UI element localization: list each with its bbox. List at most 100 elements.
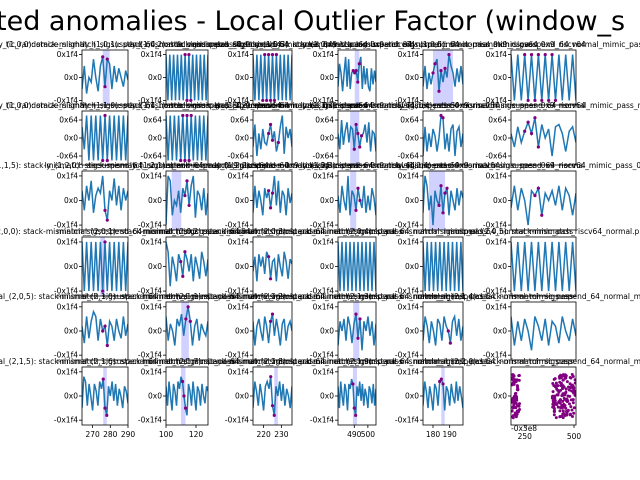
anomaly-point — [441, 211, 445, 215]
subplot-r5-c4: minimal_(2,1,9): stack-mismatch_sigsuspe… — [313, 357, 573, 439]
y-tick-label: 0x1f4 — [486, 50, 508, 59]
scatter-point — [565, 413, 569, 417]
subplot-title: minimal_(2,0,1): stack-mismatch_sigsuspe… — [57, 227, 317, 236]
anomaly-point — [101, 289, 105, 293]
anomaly-point — [529, 131, 534, 136]
scatter-point — [567, 388, 571, 392]
y-tick-label: 0x0 — [405, 392, 419, 401]
y-tick-label: 0x0 — [148, 196, 162, 205]
y-tick-label: 0x0 — [148, 392, 162, 401]
subplot-title: ly_(1,0,2): stack-mismatch_sigsuspend_64… — [130, 40, 415, 49]
x-tick-label: 230 — [274, 430, 289, 439]
x-tick-label: 100 — [159, 430, 174, 439]
subplot-r2-c3: ly_(1,2,2): stack-mismatch_sigsuspend_64… — [214, 161, 500, 231]
y-tick-label: 0x1f4 — [313, 50, 335, 59]
y-tick-label: -0x64 — [57, 152, 79, 161]
anomaly-point — [274, 52, 278, 57]
scatter-point — [561, 399, 565, 403]
subplot-r3-c4: minimal_(2,0,4): stack-mismatch_sigsuspe… — [313, 227, 573, 297]
y-tick-label: -0x1f4 — [483, 221, 507, 230]
y-tick-label: 0x0 — [235, 262, 249, 271]
y-tick-label: -0x1f4 — [54, 96, 78, 105]
series-line — [82, 115, 128, 161]
scatter-point — [557, 374, 561, 378]
y-tick-label: 0x1f4 — [486, 171, 508, 180]
subplot-title: minimal_(2,0,4): stack-mismatch_sigsuspe… — [313, 227, 573, 236]
series-line — [253, 115, 292, 157]
anomaly-point — [354, 122, 358, 127]
subplot-r3-c2: minimal_(2,0,2): stack-mismatch_sigsuspe… — [142, 227, 403, 297]
y-tick-label: -0x1f4 — [225, 287, 249, 296]
y-tick-label: -0x1f4 — [225, 96, 249, 105]
subplot-title: minimal_(2,1,2): stack-mismatch_sigsuspe… — [227, 292, 487, 301]
y-tick-label: 0x1f4 — [313, 171, 335, 180]
x-tick-label: 120 — [189, 430, 204, 439]
scatter-point — [565, 397, 569, 401]
anomaly-point — [180, 379, 185, 384]
scatter-point — [553, 396, 557, 400]
subplot-title: minimal_(2,1,8): stack-mismatch_sigsuspe… — [227, 357, 487, 366]
subplot-title: ly_(1,2,4): stack-mismatch_sigsuspend_64… — [396, 161, 640, 170]
y-tick-label: 0x64 — [315, 116, 334, 125]
subplot-title: tic_randomize_slightly_(1,1,0): stack-mi… — [6, 101, 368, 110]
scatter-point — [512, 395, 516, 399]
y-tick-label: 0x1f4 — [57, 171, 79, 180]
anomaly-point — [536, 186, 540, 190]
subplot-title: mize_slightly_(1,1,5): stack-mismatch_si… — [0, 161, 269, 170]
anomaly-point — [187, 203, 191, 208]
anomaly-point — [267, 189, 271, 193]
anomaly-point — [183, 406, 188, 410]
anomaly-point — [267, 131, 271, 136]
series-line — [338, 313, 376, 351]
scatter-point — [565, 380, 569, 384]
y-tick-label: -0x1f4 — [395, 287, 419, 296]
scatter-point — [560, 406, 564, 410]
anomaly-point — [267, 255, 271, 259]
y-tick-label: 0x0 — [320, 262, 334, 271]
subplot-title: _randomize_slightly_(1,0,0): stack-misma… — [0, 40, 282, 49]
anomaly-point — [354, 69, 358, 73]
subplot-title: ly_(1,1,1): stack-mismatch_sigsuspend_64… — [130, 101, 415, 110]
y-tick-label: 0x1f4 — [141, 171, 163, 180]
scatter-point — [516, 385, 520, 389]
series-line — [423, 313, 463, 346]
scatter-point — [515, 395, 519, 399]
scatter-point — [511, 373, 515, 377]
anomaly-point — [356, 80, 360, 84]
y-tick-label: 0x0 — [405, 196, 419, 205]
scatter-point — [552, 405, 556, 409]
subplot-r2-c5: ly_(1,2,4): stack-mismatch_sigsuspend_64… — [396, 161, 640, 231]
scatter-point — [564, 387, 568, 391]
y-tick-label: 0x0 — [235, 73, 249, 82]
y-tick-label: -0x64 — [313, 152, 335, 161]
scatter-point — [573, 389, 576, 393]
scatter-point — [561, 392, 565, 396]
y-tick-label: 0x0 — [235, 392, 249, 401]
scatter-point — [566, 385, 570, 389]
subplot-r5-c1: minimal_(2,1,6): stack-mismatch_sigsuspe… — [57, 357, 317, 439]
subplot-title: ly_(1,0,5): stack-mismatch_sigsuspend_64… — [410, 40, 640, 49]
series-line — [338, 119, 376, 152]
anomaly-point — [188, 319, 192, 323]
scatter-point — [570, 414, 574, 418]
x-tick-label: 220 — [256, 430, 271, 439]
series-line — [166, 54, 208, 101]
y-tick-label: 0x0 — [64, 196, 78, 205]
scatter-point — [516, 410, 520, 414]
x-tick-label: 290 — [121, 430, 136, 439]
anomaly-point — [437, 89, 441, 93]
scatter-point — [516, 388, 520, 392]
y-tick-label: 0x0 — [64, 73, 78, 82]
subplot-title: minimal_(2,1,1): stack-mismatch_sigsuspe… — [142, 292, 402, 301]
subplot-r4-c4: minimal_(2,1,3): stack-mismatch_sigsuspe… — [313, 292, 573, 361]
anomaly-span — [181, 302, 189, 360]
scatter-point — [556, 393, 560, 397]
y-tick-label: 0x1f4 — [486, 237, 508, 246]
y-tick-label: -0x1f4 — [138, 416, 162, 425]
anomaly-point — [105, 57, 109, 61]
y-tick-label: -0x1f4 — [138, 221, 162, 230]
y-tick-label: 0x0 — [64, 262, 78, 271]
anomaly-point — [359, 134, 364, 138]
anomaly-point — [186, 305, 190, 309]
